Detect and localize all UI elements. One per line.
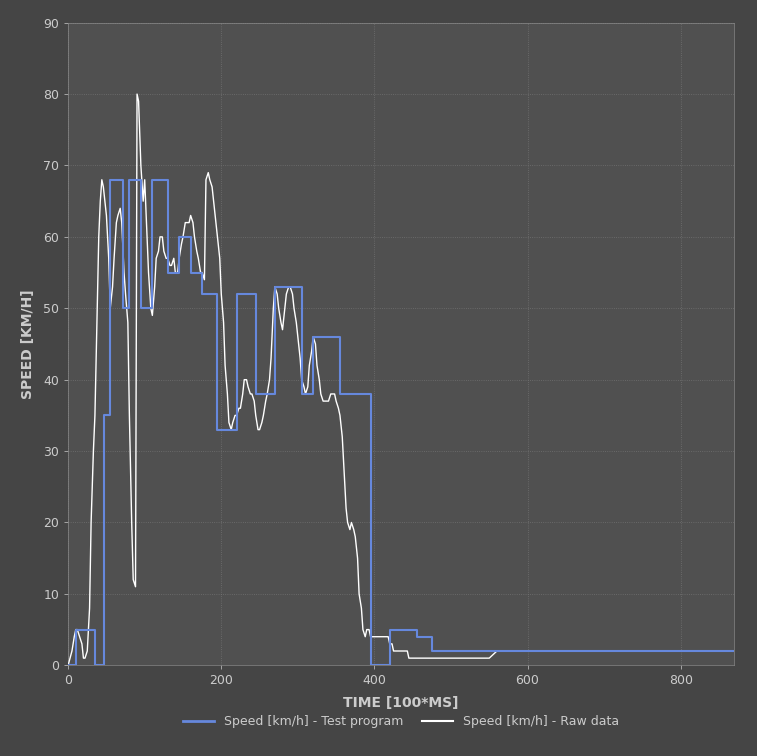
X-axis label: TIME [100*MS]: TIME [100*MS] xyxy=(344,696,459,710)
Legend: Speed [km/h] - Test program, Speed [km/h] - Raw data: Speed [km/h] - Test program, Speed [km/h… xyxy=(178,710,625,733)
Y-axis label: SPEED [KM/H]: SPEED [KM/H] xyxy=(20,289,35,399)
